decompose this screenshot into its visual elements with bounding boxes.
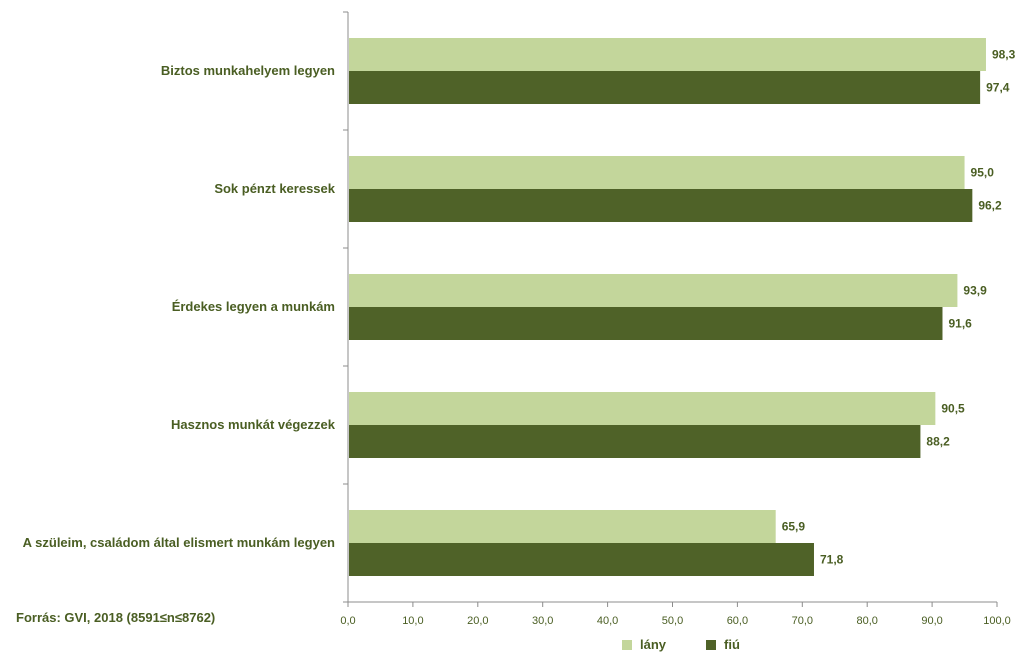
category-label: A szüleim, családom által elismert munká… (23, 535, 335, 550)
x-tick-label: 70,0 (792, 615, 813, 627)
category-label: Érdekes legyen a munkám (172, 299, 335, 314)
category-label: Sok pénzt keressek (214, 181, 335, 196)
bar-lany (349, 38, 986, 71)
x-tick-label: 30,0 (532, 615, 553, 627)
x-tick-label: 100,0 (983, 615, 1011, 627)
bar-lany (349, 392, 936, 425)
data-label: 95,0 (971, 166, 995, 180)
bar-lany (349, 510, 776, 543)
category-label: Biztos munkahelyem legyen (161, 63, 335, 78)
x-tick-label: 90,0 (921, 615, 942, 627)
data-label: 93,9 (963, 284, 987, 298)
source-note: Forrás: GVI, 2018 (8591≤n≤8762) (16, 610, 216, 625)
x-tick-label: 20,0 (467, 615, 488, 627)
x-tick-label: 0,0 (340, 615, 355, 627)
data-label: 90,5 (941, 402, 965, 416)
legend-swatch-fiu (706, 639, 717, 650)
data-label: 91,6 (948, 317, 972, 331)
legend-item-lany: lány (622, 637, 666, 652)
legend-item-fiu: fiú (706, 637, 740, 652)
bar-fiu (349, 71, 981, 104)
x-tick-label: 60,0 (727, 615, 748, 627)
x-tick-label: 10,0 (402, 615, 423, 627)
bar-lany (349, 156, 965, 189)
bar-fiu (349, 543, 814, 576)
bar-lany (349, 274, 958, 307)
data-label: 96,2 (978, 199, 1002, 213)
category-label: Hasznos munkát végezzek (171, 417, 336, 432)
x-tick-label: 50,0 (662, 615, 683, 627)
bar-fiu (349, 189, 973, 222)
x-tick-label: 40,0 (597, 615, 618, 627)
data-label: 97,4 (986, 81, 1010, 95)
legend-swatch-lany (622, 639, 632, 650)
legend-label-fiu: fiú (724, 637, 740, 652)
data-label: 88,2 (926, 435, 950, 449)
bar-fiu (349, 307, 943, 340)
data-label: 71,8 (820, 553, 844, 567)
x-tick-label: 80,0 (856, 615, 877, 627)
legend-label-lany: lány (640, 637, 667, 652)
data-label: 98,3 (992, 48, 1016, 62)
legend: lány fiú (622, 637, 780, 652)
bar-fiu (349, 425, 921, 458)
data-label: 65,9 (782, 520, 806, 534)
